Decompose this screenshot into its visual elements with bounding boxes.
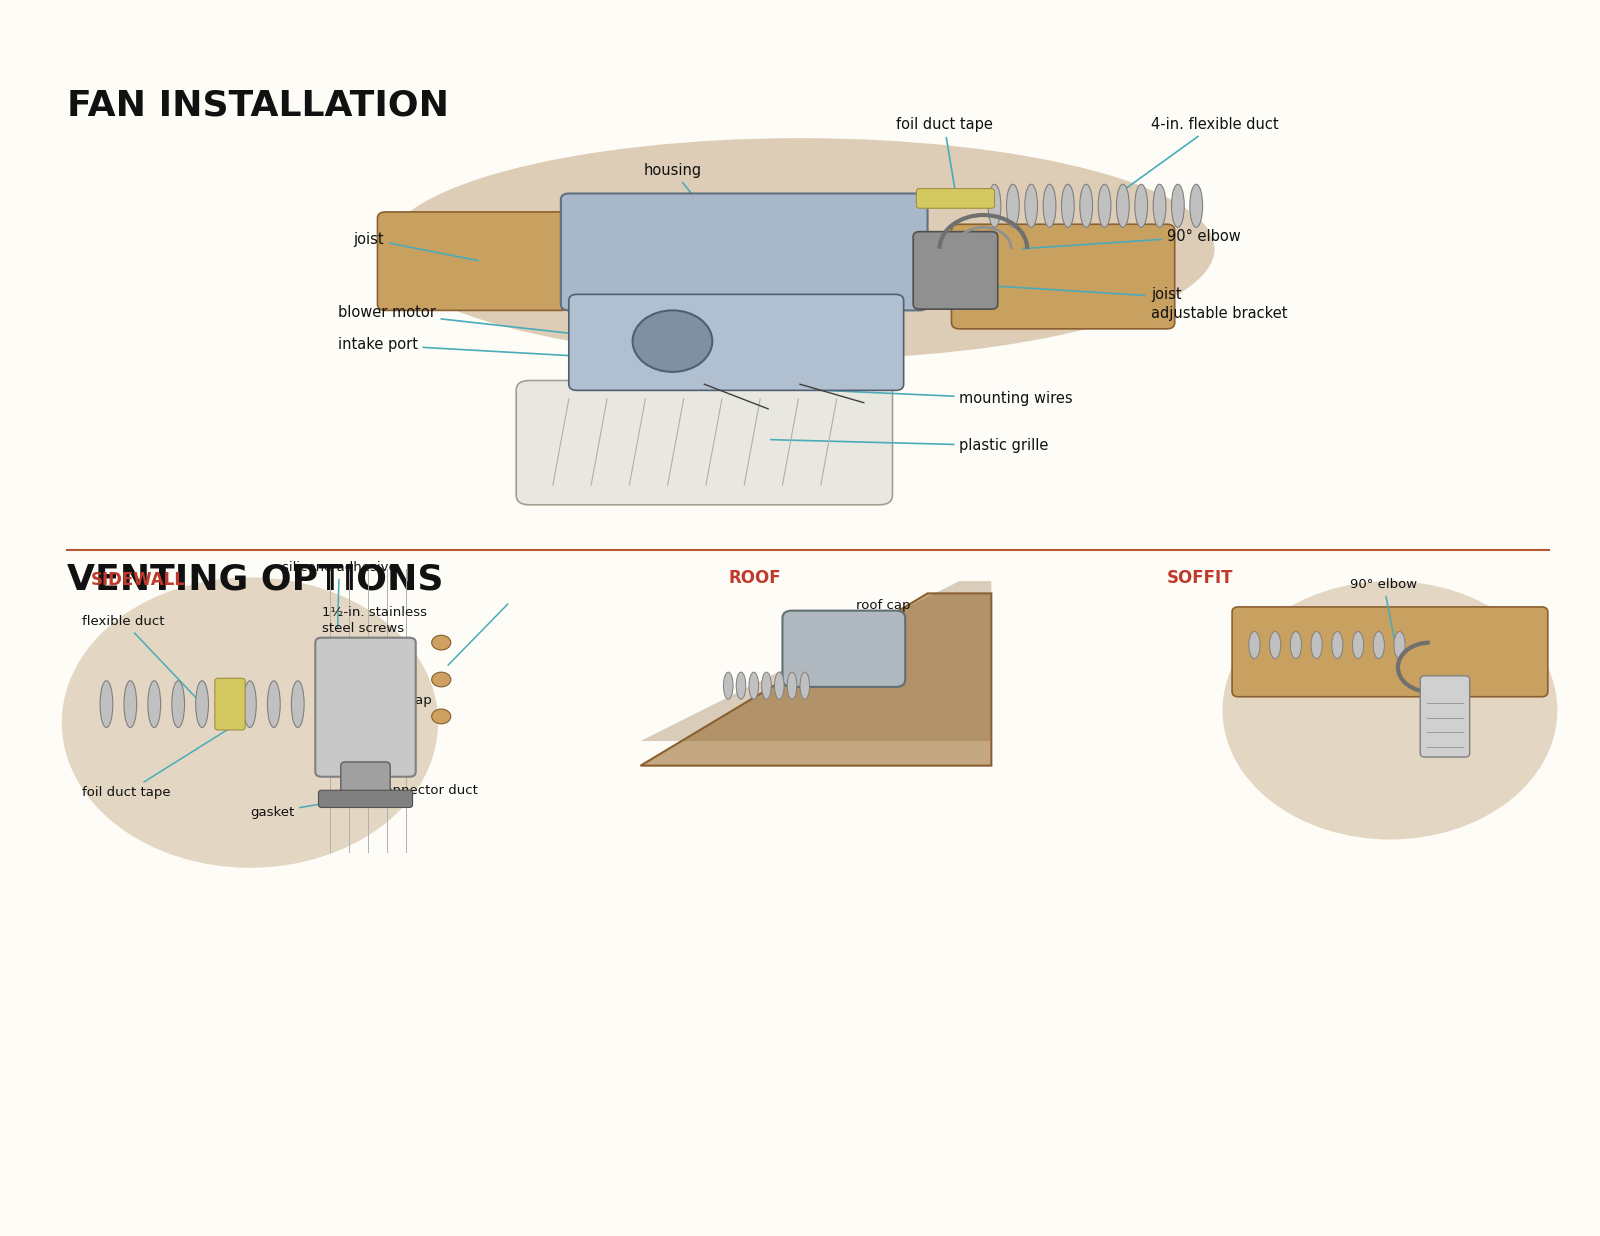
Ellipse shape <box>386 138 1214 360</box>
Ellipse shape <box>171 681 184 728</box>
Text: connector duct: connector duct <box>370 784 478 797</box>
Ellipse shape <box>147 681 160 728</box>
FancyBboxPatch shape <box>1232 607 1547 697</box>
Ellipse shape <box>800 672 810 700</box>
Text: ROOF: ROOF <box>728 569 781 587</box>
FancyBboxPatch shape <box>214 679 245 730</box>
Ellipse shape <box>1117 184 1130 227</box>
Text: foil duct tape: foil duct tape <box>896 117 992 194</box>
FancyBboxPatch shape <box>1421 676 1470 756</box>
FancyBboxPatch shape <box>562 194 928 310</box>
Ellipse shape <box>1310 632 1322 659</box>
Text: intake port: intake port <box>338 337 638 360</box>
Text: mounting wires: mounting wires <box>827 391 1074 407</box>
Circle shape <box>432 672 451 687</box>
Circle shape <box>62 577 438 868</box>
Ellipse shape <box>243 681 256 728</box>
Ellipse shape <box>787 672 797 700</box>
Text: gasket: gasket <box>250 800 347 819</box>
Ellipse shape <box>1080 184 1093 227</box>
Text: blower motor: blower motor <box>338 305 638 341</box>
Text: FAN INSTALLATION: FAN INSTALLATION <box>67 89 448 122</box>
Ellipse shape <box>1250 632 1259 659</box>
Text: joist: joist <box>354 231 478 261</box>
Ellipse shape <box>195 681 208 728</box>
Polygon shape <box>640 593 992 765</box>
Ellipse shape <box>1290 632 1301 659</box>
Circle shape <box>432 709 451 724</box>
Ellipse shape <box>1006 184 1019 227</box>
Ellipse shape <box>267 681 280 728</box>
Ellipse shape <box>1134 184 1147 227</box>
Text: foil duct tape: foil duct tape <box>83 724 237 800</box>
Ellipse shape <box>1061 184 1074 227</box>
Text: wall cap: wall cap <box>371 693 432 727</box>
FancyBboxPatch shape <box>782 611 906 687</box>
Text: 1½-in. stainless
steel screws: 1½-in. stainless steel screws <box>322 606 427 635</box>
FancyBboxPatch shape <box>318 790 413 807</box>
Text: flexible duct: flexible duct <box>83 616 200 702</box>
Ellipse shape <box>989 184 1002 227</box>
Text: SOFFIT: SOFFIT <box>1166 569 1234 587</box>
FancyBboxPatch shape <box>517 381 893 504</box>
FancyBboxPatch shape <box>341 761 390 800</box>
Ellipse shape <box>1171 184 1184 227</box>
Text: VENTING OPTIONS: VENTING OPTIONS <box>67 562 443 597</box>
Ellipse shape <box>1269 632 1280 659</box>
Ellipse shape <box>219 681 232 728</box>
Circle shape <box>432 635 451 650</box>
Text: 90° elbow: 90° elbow <box>1022 229 1240 248</box>
Polygon shape <box>640 581 992 742</box>
Ellipse shape <box>723 672 733 700</box>
Ellipse shape <box>1026 184 1037 227</box>
Text: roof cap: roof cap <box>850 599 910 640</box>
Ellipse shape <box>736 672 746 700</box>
FancyBboxPatch shape <box>378 211 570 310</box>
FancyBboxPatch shape <box>315 638 416 776</box>
Text: plastic grille: plastic grille <box>771 439 1050 454</box>
FancyBboxPatch shape <box>570 294 904 391</box>
Text: silicone adhesive: silicone adhesive <box>282 561 397 628</box>
FancyBboxPatch shape <box>914 231 998 309</box>
Ellipse shape <box>1394 632 1405 659</box>
Ellipse shape <box>101 681 112 728</box>
Text: housing: housing <box>643 162 734 247</box>
Ellipse shape <box>1190 184 1203 227</box>
Ellipse shape <box>1352 632 1363 659</box>
Text: 4-in. flexible duct: 4-in. flexible duct <box>1122 117 1278 192</box>
FancyBboxPatch shape <box>952 224 1174 329</box>
Ellipse shape <box>1098 184 1110 227</box>
Circle shape <box>1222 581 1557 839</box>
Ellipse shape <box>291 681 304 728</box>
Ellipse shape <box>1331 632 1342 659</box>
Ellipse shape <box>1373 632 1384 659</box>
FancyBboxPatch shape <box>917 189 995 208</box>
Text: SIDEWALL: SIDEWALL <box>91 571 186 590</box>
Text: joist
adjustable bracket: joist adjustable bracket <box>1150 288 1288 321</box>
Text: 90° elbow: 90° elbow <box>1350 578 1418 655</box>
Ellipse shape <box>123 681 136 728</box>
Ellipse shape <box>1043 184 1056 227</box>
Ellipse shape <box>749 672 758 700</box>
Circle shape <box>632 310 712 372</box>
Ellipse shape <box>762 672 771 700</box>
Ellipse shape <box>774 672 784 700</box>
Ellipse shape <box>1154 184 1166 227</box>
